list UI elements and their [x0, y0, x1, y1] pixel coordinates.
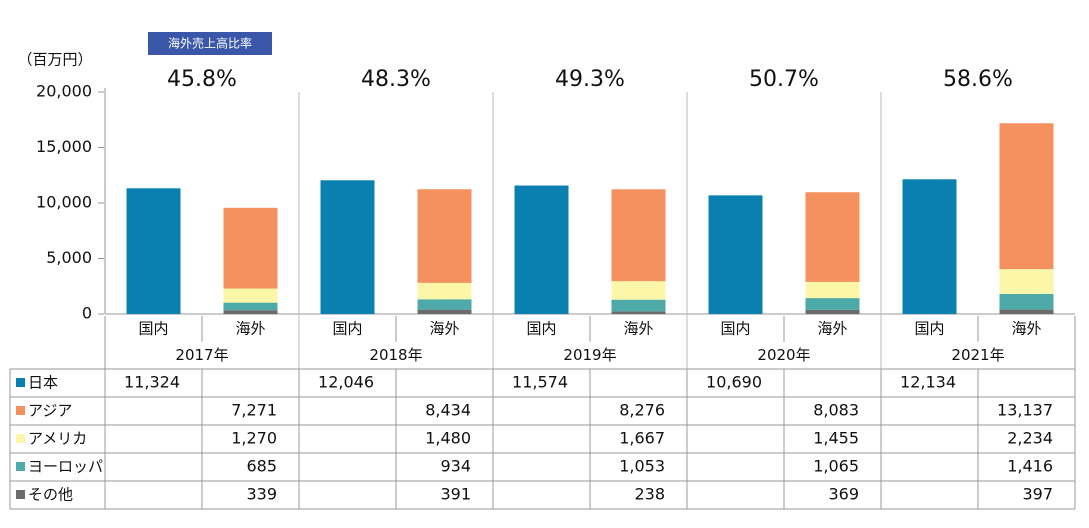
y-tick-label: 10,000 — [36, 193, 92, 212]
bar-segment — [999, 123, 1054, 270]
table-value: 369 — [828, 485, 859, 504]
bar-segment — [223, 310, 278, 314]
bar-segment — [417, 299, 472, 310]
bar-segment — [805, 298, 860, 310]
bar-segment — [611, 281, 666, 300]
ratio-title: 海外売上高比率 — [168, 36, 252, 51]
ratio-label: 48.3% — [361, 67, 431, 92]
x-tick-label: 海外 — [817, 320, 847, 338]
ratio-label: 58.6% — [943, 67, 1013, 92]
bar-segment — [417, 309, 472, 314]
table-value: 12,046 — [318, 373, 374, 392]
x-tick-label: 国内 — [138, 320, 168, 338]
table-value: 10,690 — [706, 373, 762, 392]
legend-swatch — [16, 462, 25, 471]
legend-label: 日本 — [28, 374, 58, 392]
x-tick-label: 国内 — [914, 320, 944, 338]
legend-label: ヨーロッパ — [28, 458, 103, 476]
bar-segment — [708, 195, 763, 314]
bar-segment — [999, 309, 1054, 314]
y-tick-label: 15,000 — [36, 137, 92, 156]
x-tick-label: 国内 — [720, 320, 750, 338]
legend-label: アジア — [28, 402, 72, 420]
table-value: 934 — [440, 457, 471, 476]
table-value: 238 — [634, 485, 665, 504]
table-value: 11,324 — [124, 373, 180, 392]
table-value: 1,270 — [231, 429, 277, 448]
group-label: 2020年 — [757, 346, 810, 364]
x-tick-label: 海外 — [429, 320, 459, 338]
table-value: 7,271 — [231, 401, 277, 420]
legend-label: アメリカ — [28, 430, 87, 448]
bar-segment — [902, 179, 957, 314]
group-label: 2021年 — [951, 346, 1004, 364]
table-value: 1,667 — [619, 429, 665, 448]
x-tick-label: 海外 — [235, 320, 265, 338]
group-label: 2018年 — [369, 346, 422, 364]
bar-segment — [611, 311, 666, 314]
table-value: 12,134 — [900, 373, 956, 392]
y-axis-label: （百万円） — [17, 51, 92, 69]
table-value: 11,574 — [512, 373, 568, 392]
bar-segment — [223, 302, 278, 311]
bar-segment — [999, 293, 1054, 310]
ratio-title-box — [148, 32, 272, 55]
legend-label: その他 — [28, 486, 73, 504]
legend-swatch — [16, 406, 25, 415]
table-value: 339 — [246, 485, 277, 504]
ratio-label: 50.7% — [749, 67, 819, 92]
bar-segment — [417, 282, 472, 300]
legend-swatch — [16, 490, 25, 499]
table-value: 8,083 — [813, 401, 859, 420]
table-value: 397 — [1022, 485, 1053, 504]
y-tick-label: 0 — [82, 304, 92, 323]
table-value: 391 — [440, 485, 471, 504]
table-value: 685 — [246, 457, 277, 476]
x-tick-label: 国内 — [332, 320, 362, 338]
table-value: 13,137 — [997, 401, 1053, 420]
table-value: 1,065 — [813, 457, 859, 476]
bar-segment — [999, 269, 1054, 294]
bar-segment — [223, 207, 278, 289]
bar-segment — [805, 281, 860, 299]
table-value: 1,416 — [1007, 457, 1053, 476]
table-value: 2,234 — [1007, 429, 1053, 448]
bar-segment — [611, 299, 666, 312]
ratio-label: 45.8% — [167, 67, 237, 92]
bar-segment — [805, 192, 860, 282]
x-tick-label: 国内 — [526, 320, 556, 338]
legend-swatch — [16, 434, 25, 443]
table-value: 8,276 — [619, 401, 665, 420]
ratio-label: 49.3% — [555, 67, 625, 92]
bar-segment — [417, 189, 472, 283]
table-value: 8,434 — [425, 401, 471, 420]
bar-segment — [611, 189, 666, 282]
bar-segment — [514, 185, 569, 314]
group-label: 2017年 — [175, 346, 228, 364]
table-value: 1,053 — [619, 457, 665, 476]
bar-segment — [320, 180, 375, 314]
y-tick-label: 20,000 — [36, 82, 92, 101]
table-value: 1,480 — [425, 429, 471, 448]
x-tick-label: 海外 — [623, 320, 653, 338]
group-label: 2019年 — [563, 346, 616, 364]
legend-swatch — [16, 378, 25, 387]
bar-segment — [805, 309, 860, 314]
y-tick-label: 5,000 — [46, 248, 92, 267]
x-tick-label: 海外 — [1011, 320, 1041, 338]
bar-segment — [223, 288, 278, 303]
bar-segment — [126, 188, 181, 314]
table-value: 1,455 — [813, 429, 859, 448]
